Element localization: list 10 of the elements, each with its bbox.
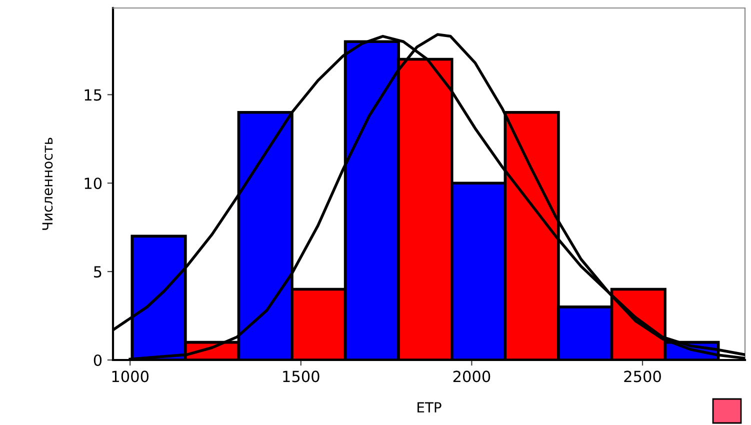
x-tick-label: 1500 [283, 370, 320, 382]
x-tick-label: 2000 [453, 370, 490, 382]
y-tick-label: 10 [84, 178, 102, 190]
y-axis-title: Численность [42, 138, 53, 230]
y-tick-label: 15 [84, 89, 102, 101]
x-tick-label: 2500 [624, 370, 661, 382]
x-tick-label: 1000 [112, 370, 149, 382]
y-tick-label: 5 [94, 266, 102, 278]
y-tick-label: 0 [94, 354, 102, 366]
x-axis-title: ETP [418, 402, 442, 412]
